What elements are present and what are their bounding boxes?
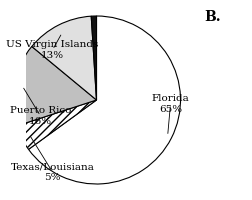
Wedge shape xyxy=(28,16,180,184)
Wedge shape xyxy=(32,16,96,100)
Wedge shape xyxy=(12,46,96,126)
Wedge shape xyxy=(17,100,96,149)
Text: Puerto Rico
16%: Puerto Rico 16% xyxy=(10,106,71,126)
Text: US Virgin Islands
13%: US Virgin Islands 13% xyxy=(6,40,98,60)
Wedge shape xyxy=(91,16,96,100)
Text: B.: B. xyxy=(203,10,220,24)
Text: Texas/Louisiana
5%: Texas/Louisiana 5% xyxy=(11,162,94,182)
Text: Florida
65%: Florida 65% xyxy=(151,94,189,114)
